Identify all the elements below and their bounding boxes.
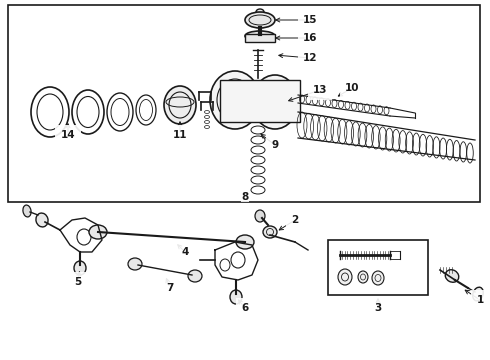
- Ellipse shape: [164, 86, 196, 124]
- Ellipse shape: [89, 225, 107, 239]
- Ellipse shape: [263, 226, 277, 238]
- Ellipse shape: [188, 270, 202, 282]
- Text: 16: 16: [303, 33, 317, 43]
- Ellipse shape: [74, 261, 86, 275]
- Text: 4: 4: [181, 247, 189, 257]
- Ellipse shape: [255, 210, 265, 222]
- Ellipse shape: [358, 271, 368, 283]
- Bar: [220, 80, 300, 122]
- Text: 13: 13: [313, 85, 327, 95]
- Text: 1: 1: [476, 295, 484, 305]
- Ellipse shape: [128, 258, 142, 270]
- Text: 6: 6: [242, 303, 248, 313]
- Text: 5: 5: [74, 277, 82, 287]
- Ellipse shape: [445, 270, 459, 282]
- Text: 8: 8: [242, 192, 248, 202]
- Bar: [328, 240, 428, 295]
- Ellipse shape: [236, 235, 254, 249]
- Text: 12: 12: [303, 53, 317, 63]
- Ellipse shape: [210, 71, 260, 129]
- Text: 7: 7: [166, 283, 173, 293]
- Ellipse shape: [245, 12, 275, 28]
- Text: 11: 11: [173, 130, 187, 140]
- Bar: [8, 5, 480, 202]
- Ellipse shape: [338, 269, 352, 285]
- Ellipse shape: [230, 290, 242, 304]
- Text: 14: 14: [61, 130, 75, 140]
- Ellipse shape: [36, 213, 48, 227]
- Text: 2: 2: [292, 215, 298, 225]
- Text: 3: 3: [374, 303, 382, 313]
- Ellipse shape: [220, 259, 230, 271]
- Text: 10: 10: [345, 83, 359, 93]
- Ellipse shape: [231, 252, 245, 268]
- Ellipse shape: [252, 75, 298, 129]
- Ellipse shape: [77, 229, 91, 245]
- Ellipse shape: [473, 287, 483, 301]
- Text: 9: 9: [271, 140, 278, 150]
- Ellipse shape: [23, 205, 31, 217]
- Text: 15: 15: [303, 15, 317, 25]
- Ellipse shape: [256, 9, 264, 15]
- Bar: [245, 34, 275, 42]
- Ellipse shape: [245, 31, 275, 41]
- Ellipse shape: [372, 271, 384, 285]
